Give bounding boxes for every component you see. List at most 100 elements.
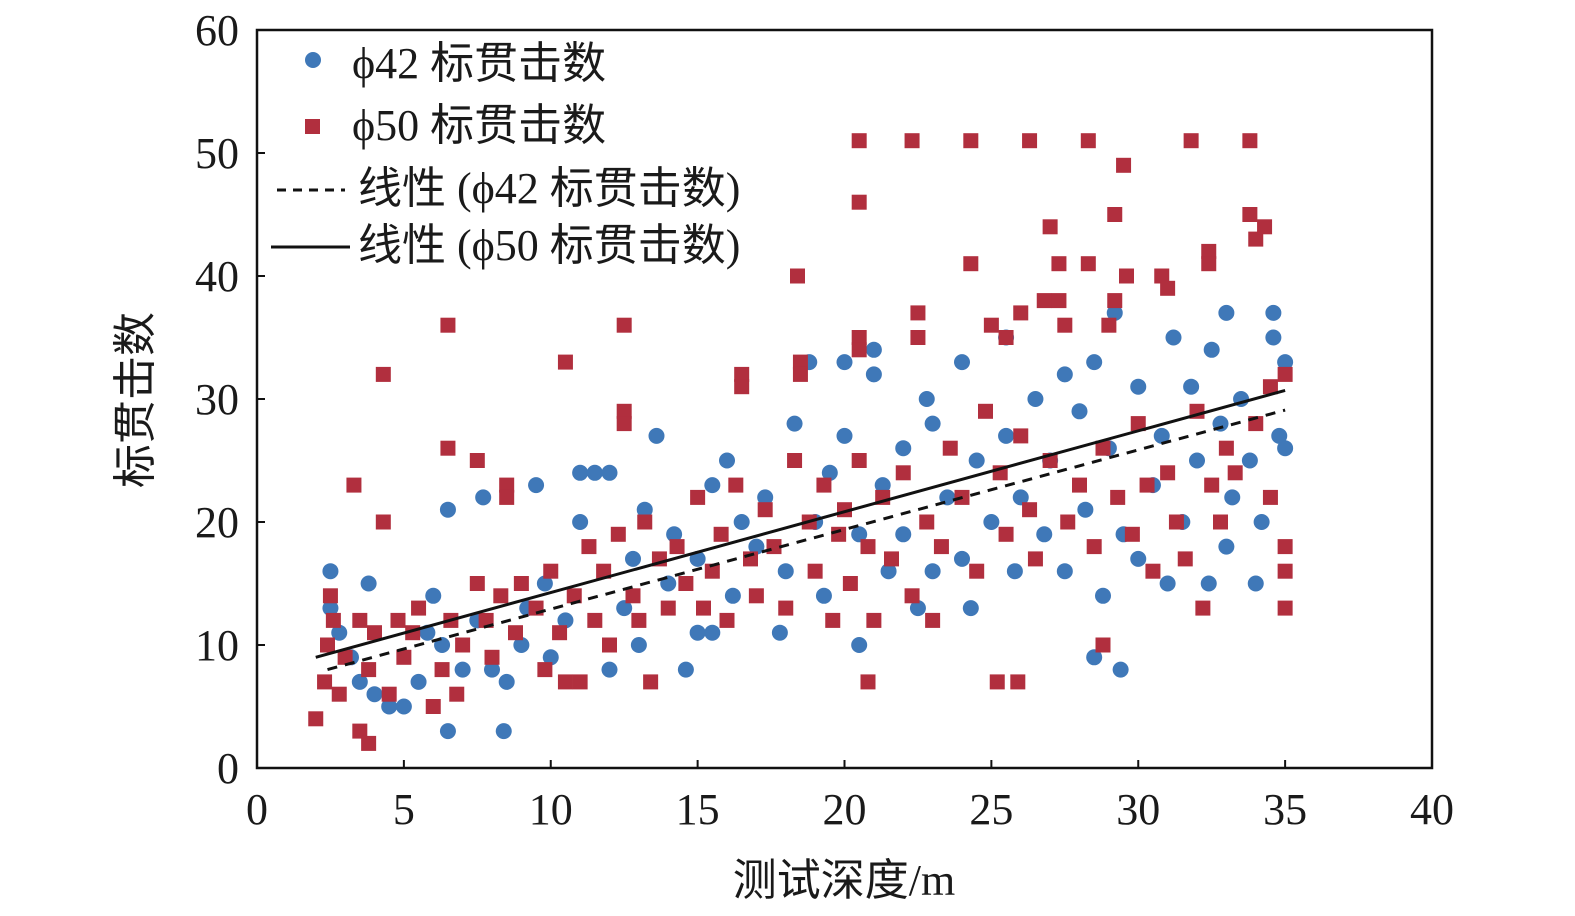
point-phi42 — [1056, 366, 1073, 383]
point-phi42 — [1241, 452, 1258, 469]
point-phi42 — [1247, 575, 1264, 592]
point-phi50 — [1013, 305, 1029, 321]
point-phi50 — [963, 256, 979, 272]
point-phi50 — [499, 489, 515, 505]
point-phi42 — [983, 514, 1000, 530]
point-phi50 — [851, 133, 867, 149]
legend-label-trend-phi50: 线性 (ϕ50 标贯击数) — [358, 221, 740, 270]
point-phi50 — [352, 723, 368, 739]
point-phi42 — [439, 501, 456, 518]
point-phi42 — [1159, 575, 1176, 592]
point-phi50 — [1227, 465, 1243, 481]
point-phi42 — [1086, 354, 1103, 371]
point-phi50 — [499, 477, 515, 493]
x-tick-label: 5 — [393, 785, 415, 834]
point-phi42 — [719, 452, 735, 469]
point-phi42 — [924, 563, 941, 580]
point-phi42 — [1218, 538, 1235, 555]
point-phi42 — [968, 452, 985, 469]
point-phi50 — [998, 330, 1014, 345]
point-phi50 — [557, 354, 573, 370]
point-phi42 — [1203, 341, 1220, 358]
point-phi42 — [689, 624, 706, 641]
point-phi42 — [954, 550, 970, 567]
point-phi42 — [542, 649, 559, 666]
point-phi50 — [825, 612, 841, 628]
point-phi42 — [998, 427, 1015, 444]
trendline-phi42 — [327, 408, 1286, 672]
point-phi42 — [895, 526, 912, 543]
point-phi50 — [317, 674, 333, 690]
point-phi50 — [734, 379, 750, 395]
point-phi50 — [734, 366, 750, 382]
x-tick-label: 35 — [1263, 785, 1307, 834]
point-phi50 — [643, 674, 659, 690]
point-phi42 — [475, 489, 492, 506]
point-phi50 — [346, 477, 362, 493]
x-tick-label: 20 — [823, 785, 867, 834]
point-phi50 — [1277, 600, 1293, 616]
point-phi50 — [1160, 465, 1176, 481]
point-phi42 — [601, 464, 618, 481]
point-phi50 — [411, 600, 427, 616]
point-phi50 — [778, 600, 794, 616]
point-phi42 — [536, 575, 553, 592]
axis-ticks: 0 5 10 15 20 25 30 35 40 0 10 20 30 40 50 60 — [195, 6, 1454, 834]
trendline-phi50 — [315, 388, 1286, 659]
point-phi50 — [851, 342, 867, 358]
point-phi50 — [425, 699, 441, 714]
point-phi50 — [1110, 489, 1126, 505]
point-phi50 — [455, 637, 471, 653]
point-phi50 — [493, 588, 509, 604]
point-phi50 — [1036, 293, 1052, 309]
point-phi42 — [410, 673, 427, 690]
point-phi50 — [904, 588, 920, 604]
point-phi50 — [1168, 514, 1184, 530]
point-phi42 — [1271, 427, 1288, 444]
point-phi50 — [625, 588, 641, 604]
point-phi50 — [1204, 477, 1220, 493]
point-phi42 — [1277, 440, 1294, 457]
point-phi42 — [586, 464, 603, 481]
point-phi42 — [777, 563, 794, 580]
point-phi50 — [792, 366, 808, 382]
point-phi42 — [666, 526, 683, 543]
point-phi42 — [1189, 452, 1205, 469]
point-phi42 — [918, 391, 935, 407]
point-phi50 — [337, 649, 353, 665]
point-phi50 — [1022, 133, 1038, 149]
point-phi50 — [904, 133, 920, 149]
point-phi50 — [352, 612, 368, 628]
point-phi50 — [895, 465, 911, 481]
point-phi50 — [557, 674, 573, 690]
point-phi50 — [375, 514, 391, 530]
point-phi42 — [1200, 575, 1217, 592]
point-phi42 — [1165, 329, 1182, 346]
point-phi42 — [865, 366, 882, 383]
point-phi50 — [678, 576, 694, 591]
point-phi50 — [1027, 551, 1043, 567]
point-phi42 — [733, 514, 750, 530]
point-phi42 — [771, 624, 788, 641]
y-tick-label: 40 — [195, 252, 239, 301]
point-phi50 — [704, 563, 720, 579]
point-phi42 — [601, 661, 618, 678]
point-phi50 — [860, 539, 876, 555]
point-phi50 — [581, 539, 597, 555]
point-phi42 — [1265, 329, 1282, 346]
point-phi42 — [572, 514, 589, 530]
point-phi50 — [1242, 133, 1258, 149]
point-phi42 — [677, 661, 694, 678]
point-phi42 — [1277, 354, 1294, 371]
point-phi50 — [381, 686, 397, 702]
point-phi42 — [322, 563, 339, 580]
point-phi50 — [1072, 477, 1087, 493]
point-phi42 — [909, 600, 926, 617]
point-phi50 — [792, 354, 808, 370]
point-phi50 — [1257, 219, 1273, 235]
point-phi50 — [367, 625, 382, 641]
point-phi42 — [616, 600, 633, 617]
point-phi42 — [962, 600, 979, 617]
point-phi42 — [895, 440, 912, 457]
legend-label-trend-phi42: 线性 (ϕ42 标贯击数) — [358, 164, 740, 213]
